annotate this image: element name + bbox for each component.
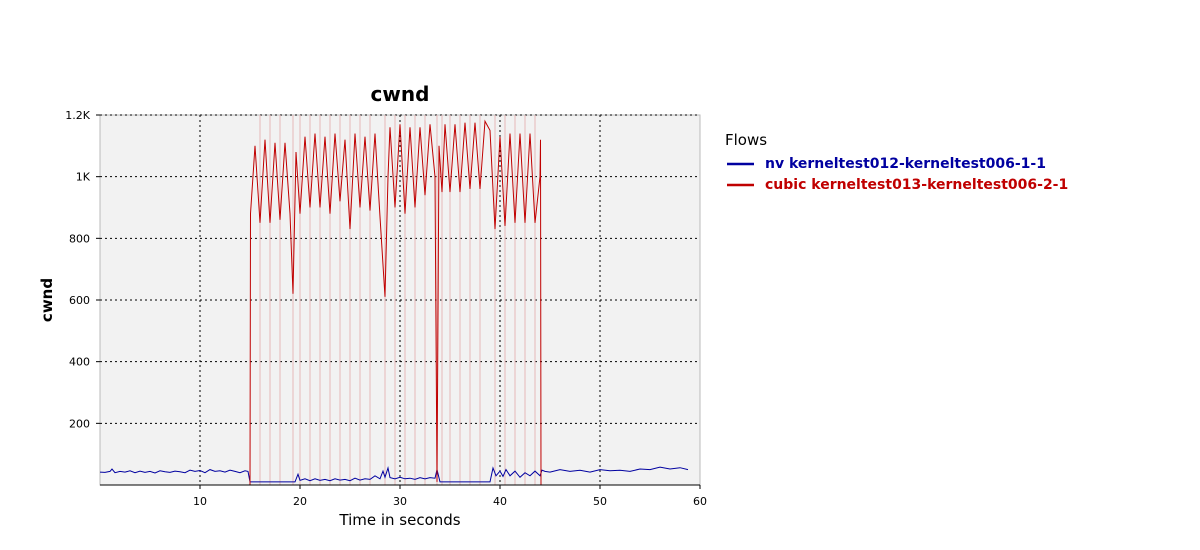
series-line-cubic [100,119,700,486]
y-tick-label: 800 [69,232,90,245]
x-tick-label: 30 [393,495,407,508]
legend-entry: nv kerneltest012-kerneltest006-1-1 [765,156,1046,172]
legend-entry: cubic kerneltest013-kerneltest006-2-1 [765,177,1068,193]
x-tick-label: 40 [493,495,507,508]
y-tick-label: 1.2K [65,109,90,122]
y-tick-label: 400 [69,356,90,369]
series-layer [99,119,700,486]
y-tick-label: 600 [69,294,90,307]
y-tick-label: 1K [76,171,91,184]
y-tick-label: 200 [69,417,90,430]
event-markers [259,115,536,485]
x-axis-label: Time in seconds [338,511,460,529]
y-axis-label: cwnd [38,278,56,322]
x-tick-label: 20 [293,495,307,508]
x-tick-label: 50 [593,495,607,508]
legend-title: Flows [725,131,767,149]
y-ticks: 200 400 600 800 1K 1.2K [65,109,100,430]
chart-title: cwnd [371,82,430,106]
legend: nv kerneltest012-kerneltest006-1-1 cubic … [727,156,1068,193]
x-tick-label: 10 [193,495,207,508]
x-ticks: 10 20 30 40 50 60 [193,485,707,508]
series-line-nv [99,466,689,483]
x-tick-label: 60 [693,495,707,508]
